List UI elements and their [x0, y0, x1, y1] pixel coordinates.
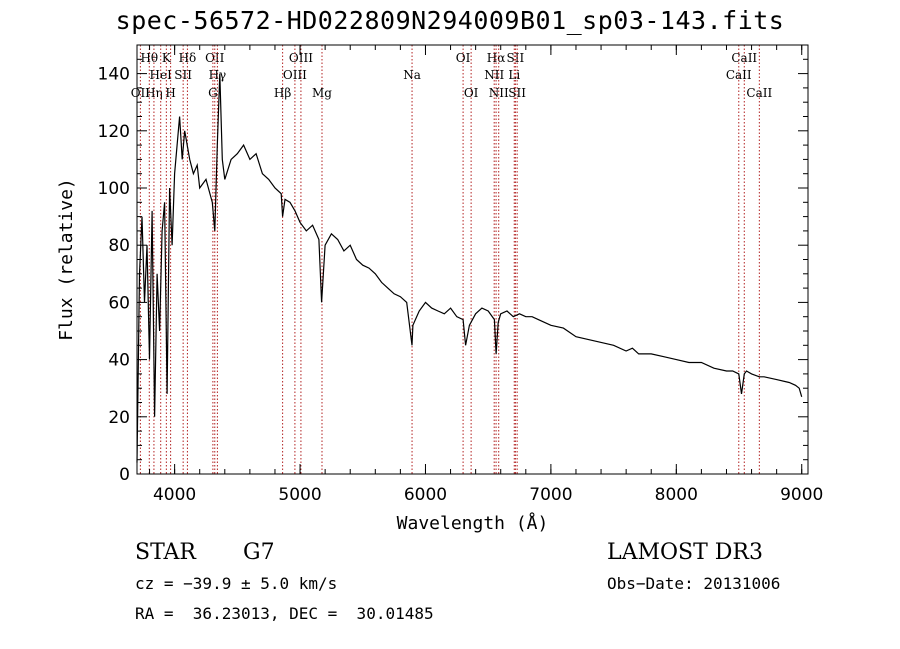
line-label-4: K — [162, 51, 172, 65]
y-tick-label-2: 40 — [108, 351, 130, 371]
line-label-5: H — [165, 86, 175, 100]
y-tick-label-7: 140 — [98, 65, 130, 85]
chart-title: spec-56572-HD022809N294009B01_sp03-143.f… — [115, 6, 785, 35]
line-label-3: HeI — [150, 68, 173, 82]
line-label-25: CaII — [726, 68, 752, 82]
observation-date: Obs−Date: 20131006 — [607, 574, 781, 593]
object-type: STAR — [135, 540, 196, 565]
subclass: G7 — [243, 540, 275, 565]
line-label-16: OI — [456, 51, 471, 65]
y-tick-label-5: 100 — [98, 179, 130, 199]
line-label-23: SII — [508, 86, 526, 100]
survey-name: LAMOST DR3 — [607, 540, 763, 565]
plot-frame — [136, 44, 809, 475]
line-label-9: Hγ — [209, 68, 227, 82]
line-label-11: OIII — [289, 51, 313, 65]
x-tick-label-0: 4000 — [153, 485, 196, 505]
y-tick-label-1: 20 — [108, 408, 130, 428]
x-tick-label-5: 9000 — [780, 485, 823, 505]
x-tick-label-1: 5000 — [278, 485, 321, 505]
line-label-22: Li — [508, 68, 520, 82]
line-label-2: Hη — [145, 86, 163, 100]
y-axis-label: Flux (relative) — [56, 178, 77, 341]
line-label-21: SII — [507, 51, 525, 65]
x-tick-label-3: 7000 — [529, 485, 572, 505]
coordinates: RA = 36.23013, DEC = 30.01485 — [135, 604, 434, 623]
line-label-24: CaII — [731, 51, 757, 65]
line-label-17: OI — [464, 86, 479, 100]
y-tick-label-4: 80 — [108, 236, 130, 256]
y-tick-label-0: 0 — [119, 465, 130, 485]
line-label-12: OIII — [283, 68, 307, 82]
line-label-1: OII — [131, 86, 151, 100]
line-label-14: Mg — [312, 86, 332, 100]
y-tick-label-6: 120 — [98, 122, 130, 142]
line-label-26: CaII — [746, 86, 772, 100]
line-label-10: G — [208, 86, 218, 100]
line-label-6: Hδ — [179, 51, 197, 65]
y-tick-label-3: 60 — [108, 293, 130, 313]
line-label-19: NII — [484, 68, 504, 82]
line-label-15: Na — [403, 68, 421, 82]
line-label-7: SII — [174, 68, 192, 82]
line-label-20: NII — [489, 86, 509, 100]
line-label-18: Hα — [487, 51, 506, 65]
line-label-8: OII — [205, 51, 225, 65]
line-label-0: Hθ — [140, 51, 158, 65]
x-tick-label-4: 8000 — [655, 485, 698, 505]
x-axis-label: Wavelength (Å) — [397, 512, 549, 534]
line-label-13: Hβ — [274, 86, 291, 100]
redshift-velocity: cz = −39.9 ± 5.0 km/s — [135, 574, 338, 593]
spectrum-line — [136, 73, 803, 463]
x-tick-label-2: 6000 — [404, 485, 447, 505]
